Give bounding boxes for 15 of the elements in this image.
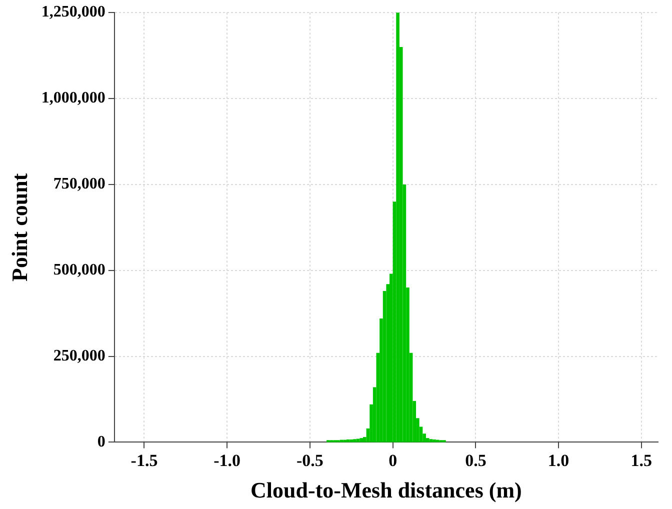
x-axis-title: Cloud-to-Mesh distances (m)	[250, 477, 522, 502]
x-tick-label: -1.0	[214, 450, 241, 470]
y-tick-label: 1,250,000	[41, 4, 106, 21]
y-tick-label: 1,000,000	[41, 90, 106, 107]
x-tick-label: -1.5	[130, 450, 158, 470]
y-tick-label: 250,000	[53, 347, 106, 364]
y-tick-label: 750,000	[53, 176, 106, 193]
x-tick-label: 1.5	[630, 450, 652, 470]
x-tick-label: -0.5	[296, 450, 324, 470]
y-tick-label: 500,000	[53, 262, 106, 278]
x-tick-label: 0.5	[465, 450, 486, 470]
x-tick-label: 0	[388, 450, 398, 470]
y-axis-title: Point count	[6, 172, 32, 282]
x-tick-label: 1.0	[548, 450, 570, 470]
y-tick-label: 0	[97, 433, 106, 450]
